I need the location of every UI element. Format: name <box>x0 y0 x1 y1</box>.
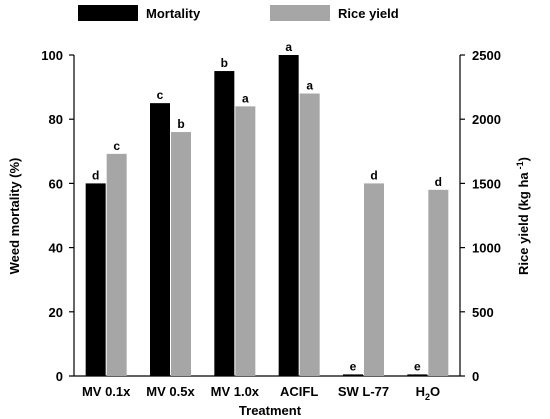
mortality-significance-letter: a <box>285 40 292 54</box>
right-y-axis-title: Rice yield (kg ha -1) <box>515 157 531 275</box>
left-y-axis-ticks: 0 20 40 60 80 100 <box>41 48 74 384</box>
left-y-tick-label: 40 <box>49 241 63 256</box>
category-label: ACIFL <box>280 384 318 399</box>
right-y-axis-ticks: 0 500 1000 1500 2000 2500 <box>460 48 501 384</box>
legend-swatch-rice-yield <box>270 5 330 21</box>
category-labels: MV 0.1x MV 0.5x MV 1.0x ACIFL SW L-77 H2O <box>82 384 440 402</box>
bar-mortality <box>407 374 428 376</box>
legend: Mortality Rice yield <box>78 5 399 21</box>
left-y-tick-label: 20 <box>49 305 63 320</box>
right-y-tick-label: 1000 <box>472 241 501 256</box>
category-label: MV 0.5x <box>146 384 195 399</box>
left-y-tick-label: 80 <box>49 112 63 127</box>
rice-yield-significance-letter: d <box>435 175 442 189</box>
rice-yield-significance-letter: a <box>242 91 249 105</box>
mortality-significance-letter: d <box>92 168 99 182</box>
bar-rice-yield <box>428 189 449 376</box>
left-y-tick-label: 0 <box>56 369 63 384</box>
category-label: MV 0.1x <box>82 384 131 399</box>
bar-rice-yield <box>364 183 384 376</box>
bar-mortality <box>150 103 170 377</box>
bar-rice-yield <box>299 93 320 377</box>
left-y-tick-label: 60 <box>49 176 63 191</box>
right-y-tick-label: 500 <box>472 305 494 320</box>
right-y-tick-label: 1500 <box>472 176 501 191</box>
bar-mortality <box>343 374 363 376</box>
mortality-significance-letter: e <box>414 359 421 373</box>
rice-yield-significance-letter: b <box>177 117 184 131</box>
bar-mortality <box>214 71 235 377</box>
left-y-tick-label: 100 <box>41 48 63 63</box>
left-y-axis-title: Weed mortality (%) <box>7 158 22 275</box>
right-y-axis-title-tail: ) <box>516 157 531 161</box>
legend-label-mortality: Mortality <box>146 6 201 21</box>
right-y-tick-label: 0 <box>472 369 479 384</box>
rice-yield-significance-letter: a <box>306 79 313 93</box>
bars: d c c b b a a a e d e d <box>85 40 449 377</box>
category-label: MV 1.0x <box>211 384 260 399</box>
legend-swatch-mortality <box>78 5 138 21</box>
bar-rice-yield <box>106 153 127 376</box>
bar-mortality <box>85 183 106 376</box>
bar-rice-yield <box>171 132 191 376</box>
bar-rice-yield <box>235 106 256 377</box>
right-y-axis-title-main: Rice yield (kg ha <box>516 172 531 275</box>
mortality-significance-letter: b <box>221 56 228 70</box>
category-label: SW L-77 <box>338 384 389 399</box>
right-y-axis-title-sup: -1 <box>515 161 525 169</box>
mortality-significance-letter: e <box>350 359 357 373</box>
rice-yield-significance-letter: d <box>370 168 377 182</box>
right-y-tick-label: 2500 <box>472 48 501 63</box>
plot-area <box>73 55 461 377</box>
rice-yield-significance-letter: c <box>113 139 120 153</box>
bar-mortality <box>278 55 299 376</box>
legend-label-rice-yield: Rice yield <box>338 6 399 21</box>
right-y-tick-label: 2000 <box>472 112 501 127</box>
mortality-significance-letter: c <box>157 88 164 102</box>
x-axis-title: Treatment <box>239 403 302 418</box>
category-label: H2O <box>416 384 441 402</box>
